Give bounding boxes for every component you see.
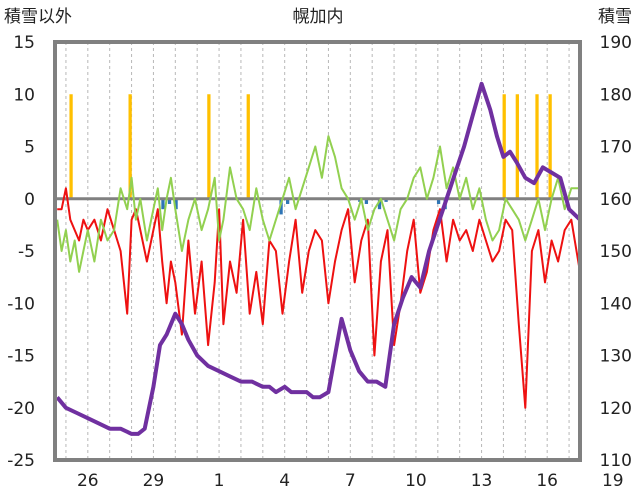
bar-blue (364, 198, 369, 204)
y2-tick-label: 150 (600, 242, 632, 262)
left-axis-ticks: 15 10 5 0 -5 -10 -15 -20 -25 (7, 33, 35, 471)
y-tick-label: -5 (18, 242, 35, 262)
x-tick-label: 4 (279, 471, 290, 491)
left-axis-title: 積雪以外 (4, 7, 72, 27)
bar-series (69, 94, 552, 215)
bar-blue (377, 198, 382, 210)
series-line-green (56, 135, 580, 273)
y-tick-label: 10 (13, 85, 35, 105)
y-tick-label: -15 (7, 347, 35, 367)
bar-blue (436, 198, 441, 204)
x-tick-label: 29 (143, 471, 165, 491)
bar-blue (384, 198, 388, 202)
x-tick-label: 16 (536, 471, 558, 491)
bar-blue (286, 198, 290, 204)
chart-title: 幌加内 (293, 7, 344, 27)
bar-gold (69, 94, 73, 199)
y2-tick-label: 180 (600, 85, 632, 105)
y2-tick-label: 190 (600, 33, 632, 53)
right-axis-title: 積雪 (598, 7, 632, 27)
y2-tick-label: 160 (600, 190, 632, 210)
bar-gold (515, 94, 519, 199)
line-series (55, 81, 582, 436)
series-line-red (57, 187, 581, 409)
bar-gold (246, 94, 250, 199)
bar-blue (161, 198, 165, 210)
y-tick-label: -25 (7, 451, 35, 471)
bar-gold (207, 94, 211, 199)
y2-tick-label: 120 (600, 399, 632, 419)
x-tick-label: 19 (602, 471, 624, 491)
bar-gold (535, 94, 539, 199)
x-tick-label: 26 (77, 471, 99, 491)
y-tick-label: -10 (7, 294, 35, 314)
bar-gold (548, 94, 552, 199)
y2-tick-label: 130 (600, 347, 632, 367)
x-tick-label: 10 (405, 471, 427, 491)
y2-tick-label: 170 (600, 138, 632, 158)
y-tick-label: -20 (7, 399, 35, 419)
plot-frame (53, 40, 582, 462)
x-tick-label: 7 (345, 471, 356, 491)
y-tick-label: 0 (24, 190, 35, 210)
y-tick-label: 15 (13, 33, 35, 53)
y-tick-label: 5 (24, 138, 35, 158)
right-axis-ticks: 190 180 170 160 150 140 130 120 110 (600, 33, 632, 471)
x-axis-ticks: 26291471013161922 (77, 471, 624, 491)
bar-gold (128, 94, 132, 199)
x-tick-label: 1 (214, 471, 225, 491)
y2-tick-label: 110 (600, 451, 632, 471)
x-tick-label: 13 (471, 471, 493, 491)
bar-gold (502, 94, 506, 199)
bar-blue (174, 198, 178, 210)
series-line-purple (55, 81, 582, 436)
y2-tick-label: 140 (600, 294, 632, 314)
bar-blue (167, 198, 172, 204)
